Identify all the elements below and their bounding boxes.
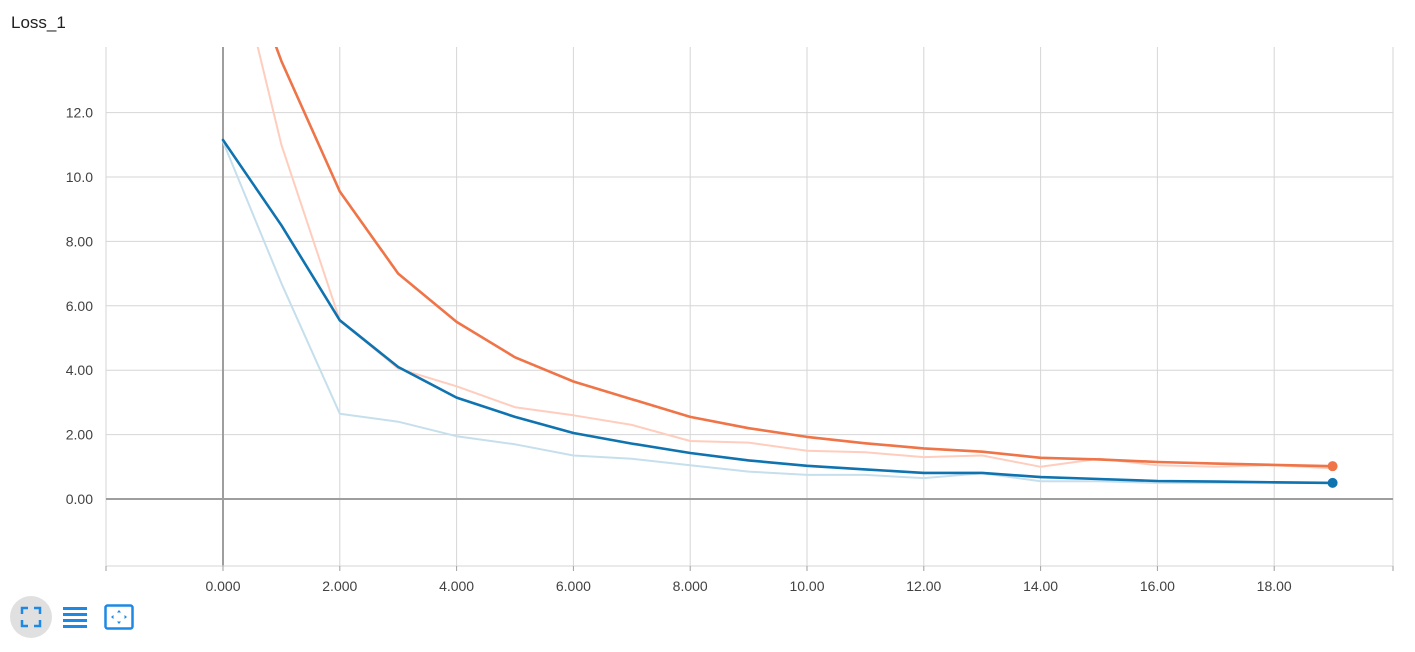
x-tick-label: 4.000 bbox=[439, 578, 474, 594]
fit-domain-icon bbox=[104, 604, 134, 630]
y-tick-label: 0.00 bbox=[66, 491, 93, 507]
x-tick-label: 8.000 bbox=[673, 578, 708, 594]
y-tick-label: 2.00 bbox=[66, 427, 93, 443]
grid bbox=[105, 47, 1394, 566]
x-tick-label: 2.000 bbox=[322, 578, 357, 594]
series-lines bbox=[221, 47, 1338, 488]
y-tick-label: 4.00 bbox=[66, 362, 93, 378]
series-line-raw-2 bbox=[222, 140, 1334, 484]
x-tick-label: 18.00 bbox=[1257, 578, 1292, 594]
x-tick-label: 16.00 bbox=[1140, 578, 1175, 594]
series-line-smoothed-3 bbox=[221, 138, 1334, 485]
toggle-log-list-button[interactable] bbox=[54, 596, 96, 638]
series-end-point-3 bbox=[1327, 477, 1338, 488]
series-end-point-1 bbox=[1327, 461, 1338, 472]
series-line-raw-0 bbox=[256, 47, 1334, 470]
expand-icon bbox=[20, 606, 42, 628]
chart-toolbar bbox=[10, 596, 142, 638]
series-line-smoothed-1 bbox=[274, 47, 1334, 468]
chart-title: Loss_1 bbox=[11, 13, 66, 32]
x-tick-label: 12.00 bbox=[906, 578, 941, 594]
fit-domain-button[interactable] bbox=[98, 596, 140, 638]
x-tick-label: 14.00 bbox=[1023, 578, 1058, 594]
y-tick-label: 12.0 bbox=[66, 105, 93, 121]
list-icon bbox=[63, 607, 87, 628]
tick-labels: 0.000 2.000 4.000 6.000 8.000 10.00 12.00 14.00… bbox=[66, 105, 1292, 594]
y-tick-label: 10.0 bbox=[66, 169, 93, 185]
expand-button[interactable] bbox=[10, 596, 52, 638]
y-tick-label: 8.00 bbox=[66, 233, 93, 249]
y-tick-label: 6.00 bbox=[66, 298, 93, 314]
x-tick-label: 6.000 bbox=[556, 578, 591, 594]
loss-chart: 0.000 2.000 4.000 6.000 8.000 10.00 12.00 14.00… bbox=[66, 47, 1394, 594]
x-tick-label: 10.00 bbox=[789, 578, 824, 594]
axes bbox=[105, 47, 1394, 571]
x-tick-label: 0.000 bbox=[205, 578, 240, 594]
series-clip-group bbox=[221, 47, 1334, 485]
